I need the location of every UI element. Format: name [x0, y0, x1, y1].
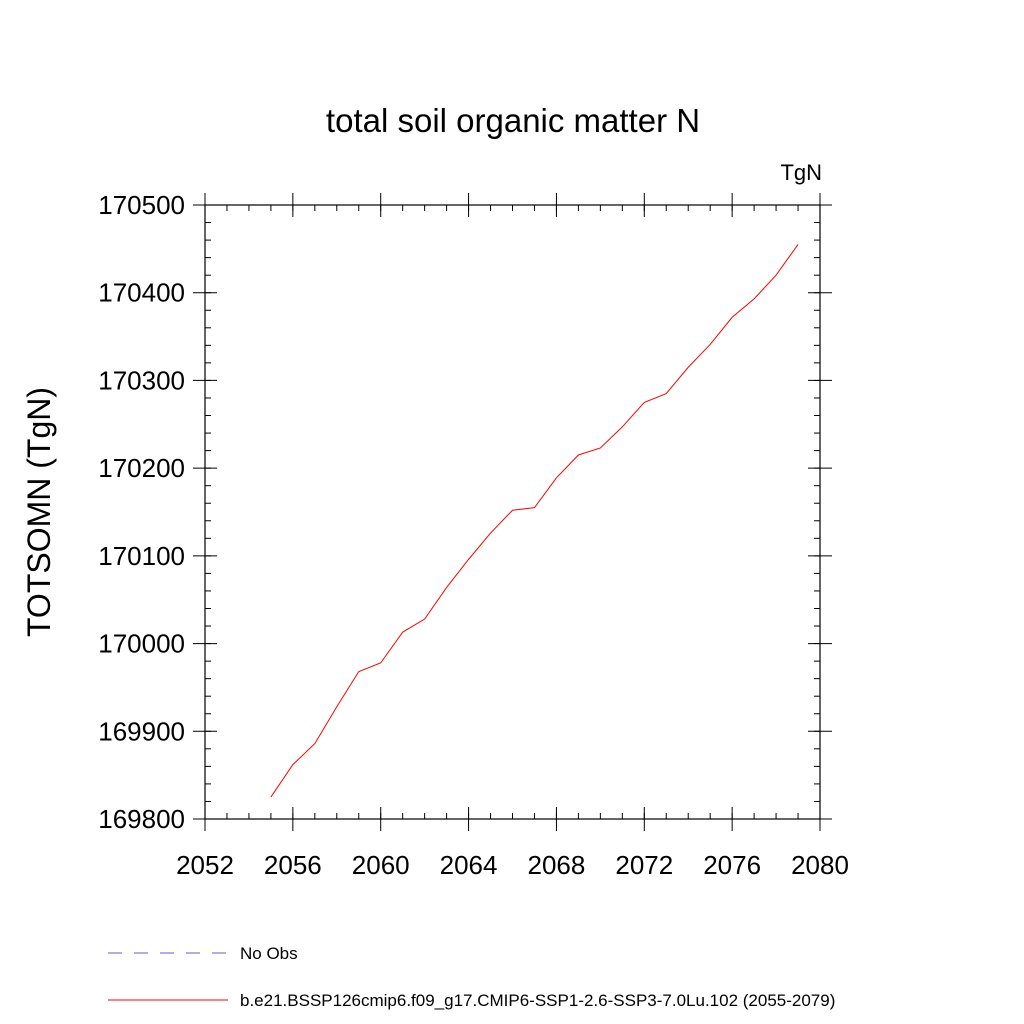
y-tick-labels: 169800 169900 170000 170100 170200 170300 1704…	[98, 190, 185, 834]
y-tick-label: 170100	[98, 541, 185, 571]
y-axis-label: TOTSOMN (TgN)	[21, 387, 57, 637]
units-label: TgN	[780, 160, 822, 185]
series-line-1	[270, 244, 799, 798]
y-tick-label: 170000	[98, 629, 185, 659]
x-tick-label: 2064	[440, 850, 498, 880]
x-tick-label: 2068	[528, 850, 586, 880]
x-tick-labels: 2052 2056 2060 2064 2068 2072 2076 2080	[176, 850, 849, 880]
x-tick-label: 2072	[615, 850, 673, 880]
series-lines	[270, 244, 799, 798]
y-tick-label: 170400	[98, 278, 185, 308]
x-tick-label: 2060	[352, 850, 410, 880]
legend-label-no-obs: No Obs	[240, 944, 298, 963]
x-tick-label: 2076	[703, 850, 761, 880]
plot-frame	[204, 204, 821, 820]
legend: No Obs b.e21.BSSP126cmip6.f09_g17.CMIP6-…	[108, 944, 835, 1010]
x-tick-label: 2052	[176, 850, 234, 880]
major-ticks	[193, 193, 832, 831]
y-tick-label: 170500	[98, 190, 185, 220]
y-tick-label: 169800	[98, 804, 185, 834]
legend-label-model: b.e21.BSSP126cmip6.f09_g17.CMIP6-SSP1-2.…	[240, 991, 835, 1010]
x-tick-label: 2080	[791, 850, 849, 880]
y-tick-label: 170200	[98, 453, 185, 483]
y-tick-label: 169900	[98, 716, 185, 746]
x-tick-label: 2056	[264, 850, 322, 880]
y-tick-label: 170300	[98, 365, 185, 395]
minor-ticks	[204, 204, 821, 820]
chart-title: total soil organic matter N	[326, 102, 700, 139]
